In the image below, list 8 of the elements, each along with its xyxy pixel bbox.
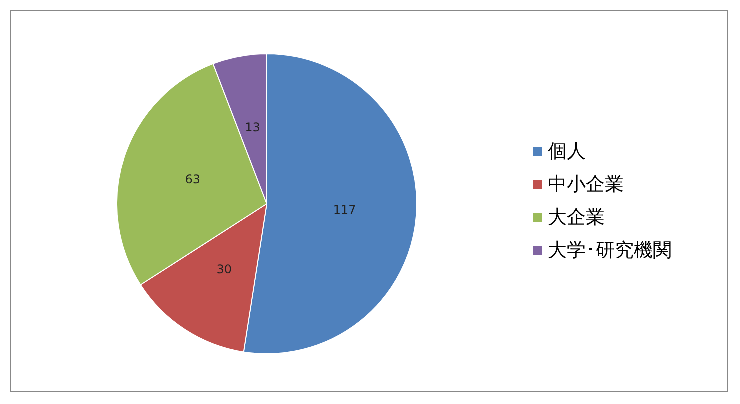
legend-label: 個人	[548, 140, 586, 162]
data-label: 63	[185, 172, 201, 187]
data-label: 13	[245, 120, 260, 134]
legend-label: 大学･研究機関	[548, 240, 672, 262]
data-label: 117	[333, 203, 356, 218]
data-label: 30	[216, 262, 232, 276]
legend-label: 大企業	[548, 206, 605, 228]
legend-label: 中小企業	[548, 174, 624, 196]
